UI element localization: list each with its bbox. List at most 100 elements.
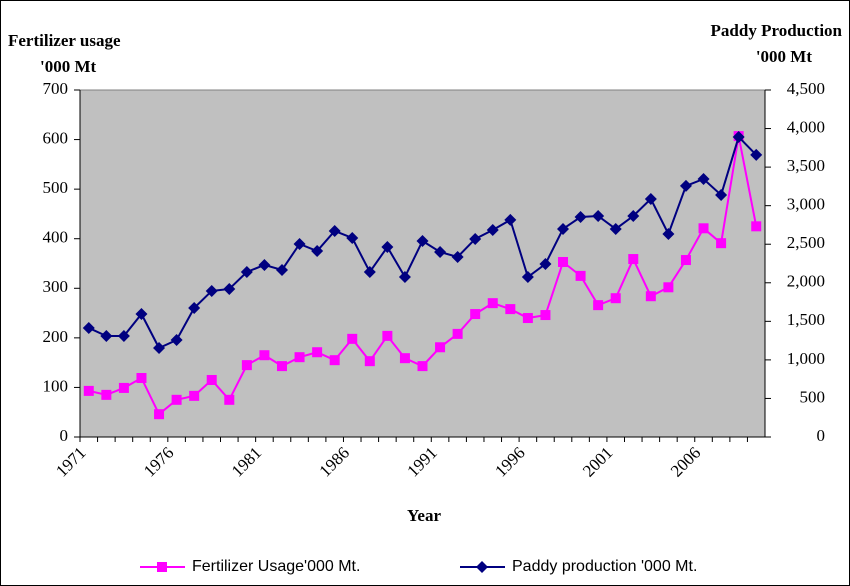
point (680, 255, 691, 266)
point (136, 373, 147, 384)
point (171, 394, 182, 405)
y-tick-label: 100 (43, 376, 69, 395)
point (399, 353, 410, 364)
point (154, 409, 165, 420)
point (275, 263, 288, 276)
y2-tick-label: 0 (817, 426, 826, 445)
y-axis-title: '000 Mt (40, 57, 97, 76)
point (504, 213, 517, 226)
point (294, 352, 305, 363)
point (469, 232, 482, 245)
y-tick-label: 500 (43, 178, 69, 197)
point (153, 342, 166, 355)
legend-label: Fertilizer Usage'000 Mt. (192, 558, 360, 575)
point (381, 240, 394, 253)
x-axis-title: Year (407, 506, 441, 525)
legend-label: Paddy production '000 Mt. (512, 558, 697, 575)
point (662, 227, 675, 240)
point (592, 209, 605, 222)
y2-tick-label: 4,500 (787, 79, 825, 98)
point (751, 221, 762, 232)
point (101, 389, 112, 400)
y2-tick-label: 1,000 (787, 349, 825, 368)
point (750, 148, 763, 161)
point (206, 374, 217, 385)
point (188, 301, 201, 314)
y-tick-label: 700 (43, 79, 69, 98)
point (505, 304, 516, 315)
point (170, 333, 183, 346)
point (434, 246, 447, 259)
point (574, 211, 587, 224)
point (698, 223, 709, 234)
y2-tick-label: 2,000 (787, 272, 825, 291)
y2-axis-title: '000 Mt (756, 47, 813, 66)
point (276, 361, 287, 372)
point (328, 224, 341, 237)
point (697, 172, 710, 185)
point (157, 562, 167, 572)
point (364, 356, 375, 367)
y2-axis-title: Paddy Production (711, 21, 843, 40)
point (398, 270, 411, 283)
point (259, 350, 270, 361)
point (135, 308, 148, 321)
point (487, 298, 498, 309)
point (312, 347, 323, 358)
point (224, 394, 235, 405)
y2-tick-label: 500 (800, 387, 826, 406)
point (716, 238, 727, 249)
y2-tick-label: 3,500 (787, 156, 825, 175)
point (486, 223, 499, 236)
point (451, 250, 464, 263)
point (521, 270, 534, 283)
point (679, 179, 692, 192)
y2-tick-label: 3,000 (787, 195, 825, 214)
point (189, 390, 200, 401)
point (627, 209, 640, 222)
point (347, 333, 358, 344)
y2-tick-label: 2,500 (787, 233, 825, 252)
point (435, 342, 446, 353)
y-tick-label: 300 (43, 277, 69, 296)
point (311, 245, 324, 258)
point (241, 360, 252, 371)
point (470, 309, 481, 320)
y2-tick-label: 1,500 (787, 310, 825, 329)
point (663, 282, 674, 293)
point (575, 270, 586, 281)
point (329, 355, 340, 366)
point (258, 258, 271, 271)
y2-tick-label: 4,000 (787, 117, 825, 136)
point (609, 222, 622, 235)
point (117, 329, 130, 342)
point (522, 313, 533, 324)
y-tick-label: 200 (43, 327, 69, 346)
point (732, 130, 745, 143)
point (205, 284, 218, 297)
point (610, 293, 621, 304)
point (382, 330, 393, 341)
point (558, 257, 569, 268)
point (628, 254, 639, 265)
point (645, 291, 656, 302)
point (476, 561, 488, 573)
point (416, 234, 429, 247)
point (540, 310, 551, 321)
point (346, 231, 359, 244)
point (452, 328, 463, 339)
point (223, 282, 236, 295)
point (593, 300, 604, 311)
point (100, 329, 113, 342)
point (539, 257, 552, 270)
point (417, 361, 428, 372)
point (293, 237, 306, 250)
y-axis-title: Fertilizer usage (8, 31, 121, 50)
point (82, 321, 95, 334)
point (644, 192, 657, 205)
point (83, 385, 94, 396)
point (363, 265, 376, 278)
y-tick-label: 400 (43, 228, 69, 247)
point (118, 382, 129, 393)
y-tick-label: 600 (43, 128, 69, 147)
